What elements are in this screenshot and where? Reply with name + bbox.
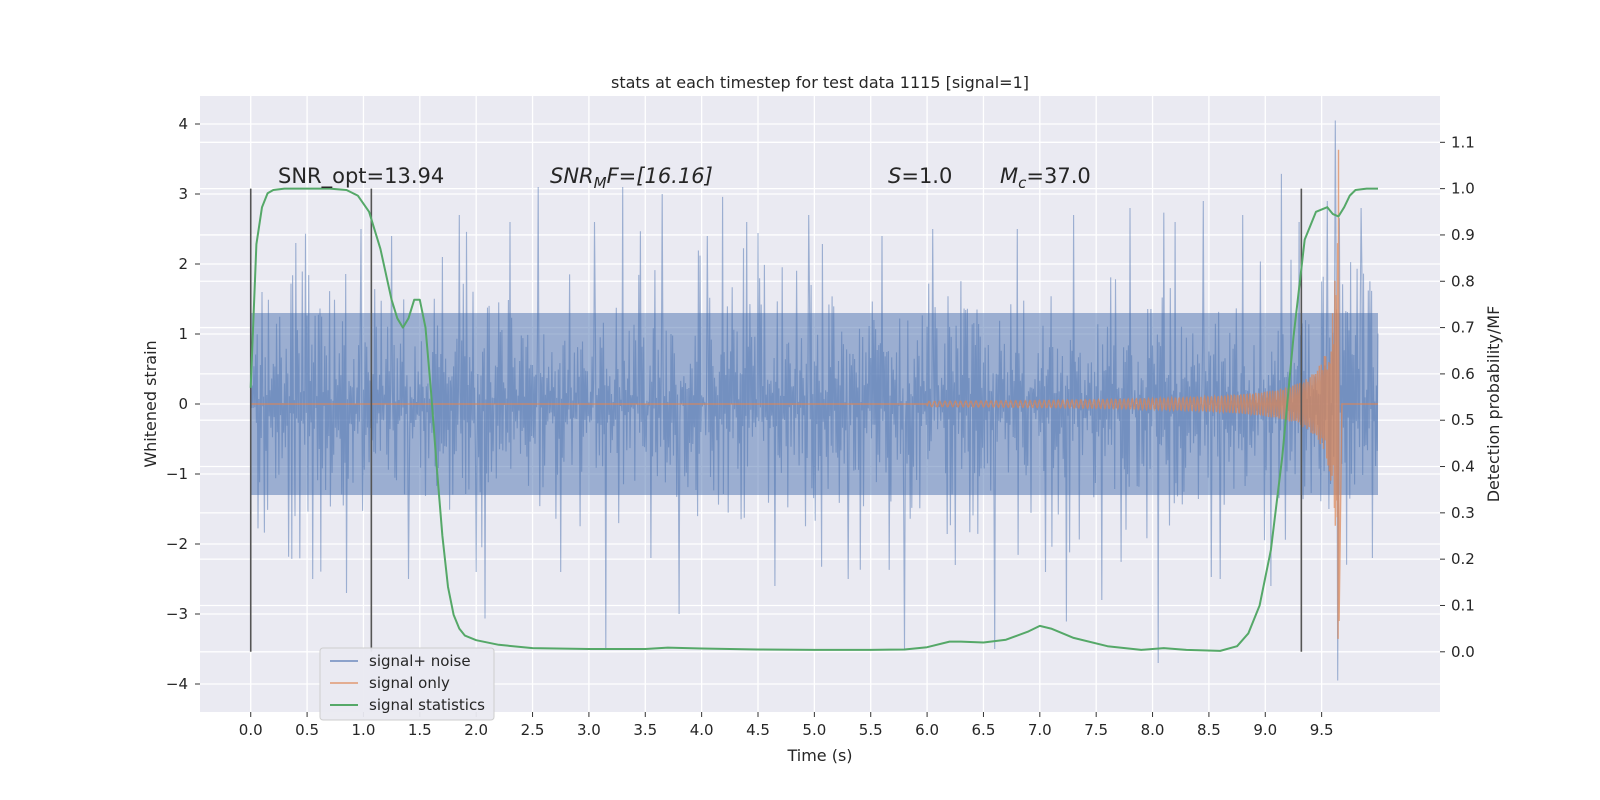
series-signal-statistics: [249, 187, 1378, 652]
x-tick-label: 2.0: [464, 721, 488, 739]
y2-tick-label: 0.8: [1451, 272, 1475, 290]
x-tick-label: 3.5: [633, 721, 657, 739]
y-axis-label: Whitened strain: [141, 340, 160, 467]
x-axis-label: Time (s): [786, 746, 852, 765]
chart-title: stats at each timestep for test data 111…: [611, 73, 1029, 92]
y-tick-label: 4: [178, 115, 188, 133]
snr-mf-annotation: SNRMF=[16.16]: [550, 164, 713, 192]
y-tick-label: 1: [178, 325, 188, 343]
mc-symbol: M: [1000, 164, 1018, 188]
x-tick-label: 2.5: [521, 721, 545, 739]
x-tick-label: 1.0: [352, 721, 376, 739]
x-tick-label: 0.5: [295, 721, 319, 739]
legend-box: [319, 647, 495, 721]
mc-annotation: Mc=37.0: [1000, 164, 1091, 192]
y2-tick-label: 1.1: [1451, 133, 1475, 151]
x-tick-label: 7.0: [1028, 721, 1052, 739]
x-tick-label: 8.0: [1141, 721, 1165, 739]
x-tick-label: 0.0: [239, 721, 263, 739]
s-symbol: S: [888, 164, 901, 188]
axis-ticks: 0.0 0.5 1.0 1.5 2.0 2.5 3.0 3.5 4.0 4.5 5.0 5.5 6.0 6…: [166, 115, 1475, 739]
x-tick-label: 4.0: [690, 721, 714, 739]
y-tick-label: 2: [178, 255, 188, 273]
statistics-trace: [249, 187, 1378, 652]
y2-tick-label: 0.0: [1451, 643, 1475, 661]
y2-tick-label: 0.4: [1451, 458, 1475, 476]
y-tick-label: −2: [166, 535, 188, 553]
legend-label-signal-statistics: signal statistics: [369, 696, 485, 714]
legend: signal+ noise signal only signal statist…: [319, 647, 495, 721]
legend-label-signal-only: signal only: [369, 674, 450, 692]
snr-opt-annotation: SNR_opt=13.94: [278, 164, 444, 189]
x-tick-label: 3.0: [577, 721, 601, 739]
x-tick-label: 8.5: [1197, 721, 1221, 739]
y-tick-label: −4: [166, 675, 188, 693]
signal-trace: [250, 149, 1378, 639]
x-tick-label: 5.5: [859, 721, 883, 739]
x-tick-label: 4.5: [746, 721, 770, 739]
x-tick-label: 7.5: [1084, 721, 1108, 739]
y2-tick-label: 1.0: [1451, 180, 1475, 198]
snr-mf-subscript: M: [594, 174, 607, 192]
x-tick-label: 9.0: [1253, 721, 1277, 739]
y2-tick-label: 0.3: [1451, 504, 1475, 522]
y-tick-label: 0: [178, 395, 188, 413]
legend-label-signal-plus-noise: signal+ noise: [369, 652, 471, 670]
y-tick-label: −3: [166, 605, 188, 623]
y2-tick-label: 0.7: [1451, 319, 1475, 337]
y-tick-label: −1: [166, 465, 188, 483]
x-tick-label: 1.5: [408, 721, 432, 739]
mc-subscript: c: [1018, 174, 1027, 192]
mc-value: =37.0: [1026, 164, 1090, 188]
series-signal-only: [250, 149, 1378, 639]
y2-axis-label: Detection probability/MF: [1484, 306, 1503, 503]
s-annotation: S=1.0: [888, 164, 952, 188]
x-tick-label: 6.0: [915, 721, 939, 739]
y2-tick-label: 0.1: [1451, 596, 1475, 614]
y2-tick-label: 0.2: [1451, 550, 1475, 568]
x-tick-label: 6.5: [972, 721, 996, 739]
x-tick-label: 9.5: [1310, 721, 1334, 739]
x-tick-label: 5.0: [802, 721, 826, 739]
s-value: =1.0: [901, 164, 952, 188]
y2-tick-label: 0.5: [1451, 411, 1475, 429]
snr-mf-value: F=[16.16]: [607, 164, 713, 188]
y-tick-label: 3: [178, 185, 188, 203]
snr-mf-symbol: SNR: [550, 164, 594, 188]
y2-tick-label: 0.9: [1451, 226, 1475, 244]
y2-tick-label: 0.6: [1451, 365, 1475, 383]
